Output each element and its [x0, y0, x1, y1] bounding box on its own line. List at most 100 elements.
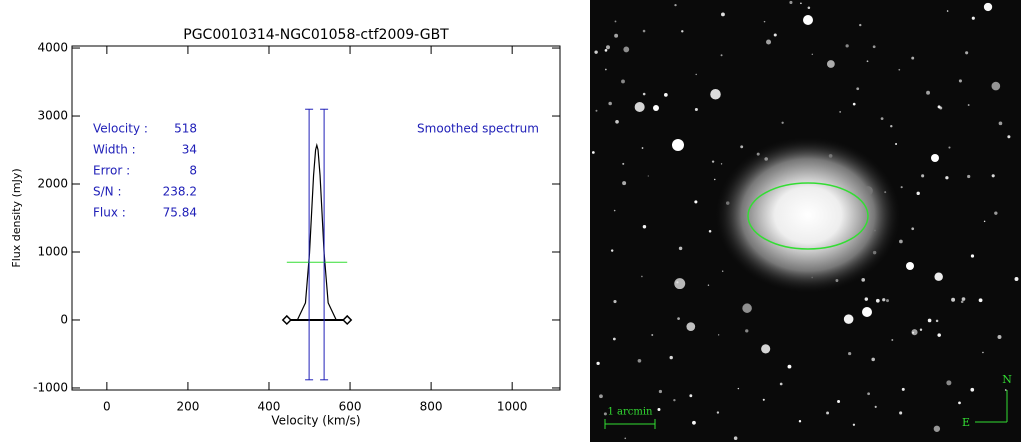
star [937, 333, 941, 337]
baseline-diamond [281, 314, 292, 326]
star [613, 209, 616, 212]
star [933, 425, 941, 432]
star [931, 154, 939, 162]
star [599, 394, 603, 399]
star [779, 382, 783, 386]
star [1014, 277, 1019, 281]
star [856, 87, 860, 91]
star [608, 101, 612, 106]
star [898, 68, 901, 71]
star [867, 392, 871, 396]
star [766, 39, 772, 45]
star [762, 398, 765, 401]
compass-n: N [1002, 373, 1012, 386]
star [826, 411, 830, 415]
plot-frame [71, 45, 561, 391]
galaxy [713, 135, 903, 295]
star [874, 405, 877, 408]
star [621, 79, 625, 84]
star [807, 6, 811, 10]
star [613, 299, 617, 304]
star [864, 297, 869, 301]
star [695, 73, 697, 76]
star [967, 174, 971, 179]
star [934, 272, 943, 281]
star [694, 200, 698, 204]
star [911, 56, 915, 60]
star [781, 121, 784, 124]
y-tick-label: 0 [60, 312, 68, 326]
star [926, 90, 930, 95]
star [614, 33, 619, 38]
star [900, 186, 903, 189]
star [946, 380, 952, 386]
star [740, 145, 744, 149]
star [615, 119, 619, 124]
x-tick-label: 400 [258, 400, 281, 414]
stat-label: Width : [93, 143, 136, 157]
star [622, 181, 627, 186]
star [720, 54, 723, 57]
star [614, 20, 617, 23]
star [604, 49, 608, 52]
star [642, 29, 646, 33]
y-tick-label: 1000 [37, 244, 68, 258]
star [634, 101, 645, 113]
x-tick-label: 200 [176, 400, 199, 414]
star [951, 297, 956, 302]
star [605, 45, 610, 50]
star [714, 178, 716, 181]
star [965, 51, 969, 55]
stat-label: Flux : [93, 206, 126, 220]
sky-image: 1 arcmin N E [590, 0, 1021, 442]
star [982, 351, 984, 354]
star [673, 398, 676, 402]
star [595, 109, 598, 112]
star [872, 45, 876, 49]
star [678, 246, 683, 251]
stat-value: 34 [182, 143, 197, 157]
star [882, 298, 886, 302]
star [852, 102, 856, 106]
star [927, 318, 932, 323]
star [674, 278, 686, 290]
star [998, 121, 1003, 126]
x-tick-label: 600 [339, 400, 362, 414]
y-tick-label: 2000 [37, 177, 68, 191]
star [737, 387, 740, 390]
star [899, 239, 903, 244]
star [916, 191, 920, 196]
star [742, 303, 752, 313]
star [967, 104, 970, 106]
star [637, 358, 642, 363]
y-tick-label: 4000 [37, 41, 68, 55]
y-axis-label: Flux density (mJy) [10, 168, 23, 267]
star [604, 68, 607, 71]
star [1004, 389, 1007, 391]
star [672, 139, 684, 151]
star [591, 151, 595, 154]
x-axis-label: Velocity (km/s) [271, 414, 360, 428]
star [886, 299, 889, 303]
star [901, 387, 905, 391]
stat-value: 75.84 [163, 206, 197, 220]
star [745, 329, 749, 333]
star [848, 351, 852, 356]
x-tick-label: 800 [420, 400, 443, 414]
star [641, 275, 643, 278]
star [653, 105, 659, 111]
star [641, 147, 644, 149]
star [803, 15, 813, 25]
star [919, 328, 923, 331]
star [710, 88, 721, 100]
star [866, 60, 869, 63]
star [843, 314, 854, 324]
star [721, 12, 725, 17]
star [798, 420, 802, 423]
star [708, 229, 712, 233]
star [612, 337, 616, 341]
star [787, 364, 792, 369]
x-tick-label: 1000 [497, 400, 528, 414]
star [669, 355, 673, 360]
